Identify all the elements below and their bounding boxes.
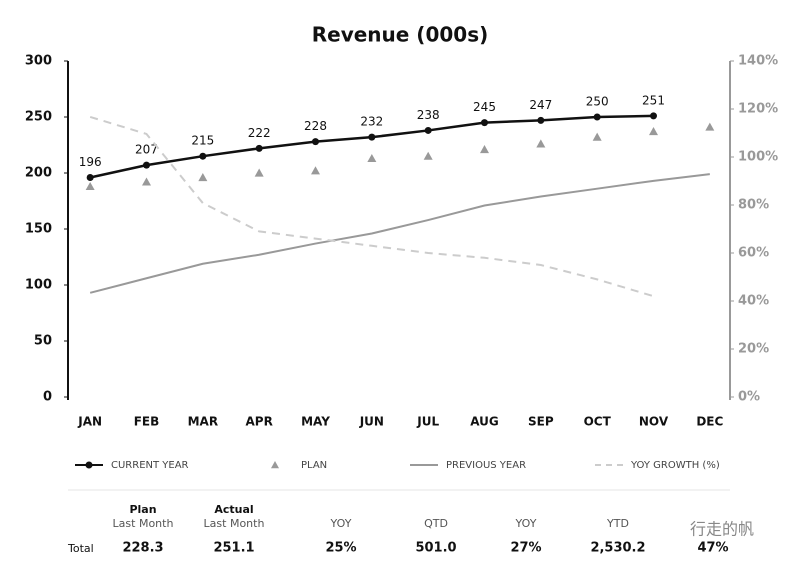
chart-title: Revenue (000s) [312, 23, 489, 47]
x-tick-label: JUN [359, 415, 384, 429]
series-line [89, 115, 654, 298]
column-value: 501.0 [415, 541, 456, 556]
data-label: 232 [360, 115, 383, 129]
y2-tick-label: 60% [738, 246, 769, 261]
plan-marker [705, 122, 715, 131]
y2-tick-label: 140% [738, 54, 778, 69]
legend-marker [85, 461, 93, 469]
legend-label: CURRENT YEAR [111, 460, 189, 471]
plan-marker [85, 181, 95, 191]
x-tick-label: OCT [584, 415, 612, 429]
data-label: 215 [191, 134, 214, 148]
column-value: 47% [697, 541, 728, 556]
column-value: 25% [325, 541, 356, 556]
column-title: Plan [129, 503, 156, 516]
legend-label: YOY GROWTH (%) [630, 460, 720, 471]
plan-marker [311, 166, 320, 175]
column-subtitle: QTD [424, 517, 448, 530]
y2-tick-label: 120% [738, 102, 778, 117]
y2-tick-label: 0% [738, 390, 760, 405]
y2-tick-label: 80% [738, 198, 769, 213]
y-tick-label: 50 [34, 334, 52, 349]
y-tick-label: 150 [25, 222, 52, 237]
point [368, 133, 376, 141]
column-value: 2,530.2 [590, 541, 645, 556]
point [593, 113, 601, 121]
x-tick-label: SEP [528, 415, 554, 429]
point [312, 138, 319, 146]
column-subtitle: Last Month [204, 517, 265, 530]
legend-marker [271, 461, 279, 469]
y-tick-label: 250 [25, 110, 52, 125]
plan-marker [592, 132, 602, 141]
x-tick-label: FEB [134, 415, 160, 429]
plan-marker [649, 127, 658, 136]
y-tick-label: 100 [25, 278, 52, 293]
x-tick-label: AUG [470, 415, 499, 429]
x-tick-label: JUL [416, 415, 439, 429]
point [424, 126, 432, 134]
y-tick-label: 200 [25, 166, 52, 181]
data-label: 251 [642, 93, 665, 107]
point [255, 144, 263, 152]
column-subtitle: YOY [515, 517, 537, 530]
series-line [89, 173, 710, 294]
watermark: 行走的帆 [690, 520, 754, 539]
column-value: 251.1 [213, 541, 254, 556]
column-value: 228.3 [122, 541, 163, 556]
legend-label: PREVIOUS YEAR [446, 460, 526, 471]
x-tick-label: DEC [696, 415, 723, 429]
point [143, 161, 150, 169]
y2-tick-label: 20% [738, 342, 769, 357]
data-label: 247 [529, 98, 552, 112]
y-tick-label: 300 [25, 54, 52, 69]
legend-label: PLAN [301, 460, 327, 471]
x-tick-label: MAY [301, 415, 330, 429]
column-title: Actual [214, 503, 253, 516]
plan-marker [536, 139, 546, 148]
point [199, 152, 207, 160]
plan-marker [480, 144, 489, 154]
y2-tick-label: 40% [738, 294, 769, 309]
data-label: 228 [304, 119, 327, 133]
plan-marker [142, 177, 151, 186]
point [650, 112, 657, 120]
y-tick-label: 0 [43, 390, 52, 405]
column-subtitle: YTD [606, 517, 629, 530]
row-label: Total [67, 542, 94, 555]
x-tick-label: NOV [639, 415, 669, 429]
plan-marker [423, 151, 433, 160]
x-tick-label: JAN [77, 415, 102, 429]
data-label: 250 [586, 95, 609, 109]
data-label: 238 [417, 108, 440, 122]
data-label: 222 [248, 126, 271, 140]
column-subtitle: Last Month [113, 517, 174, 530]
point [481, 119, 488, 127]
point [537, 116, 545, 124]
plan-marker [367, 153, 377, 163]
x-tick-label: MAR [188, 415, 218, 429]
data-label: 245 [473, 100, 496, 114]
point [86, 173, 94, 181]
data-label: 196 [79, 155, 102, 169]
y2-tick-label: 100% [738, 150, 778, 165]
plan-marker [254, 168, 264, 177]
data-label: 207 [135, 143, 158, 157]
x-tick-label: APR [246, 415, 273, 429]
column-subtitle: YOY [330, 517, 352, 530]
plan-marker [198, 172, 208, 182]
column-value: 27% [510, 541, 541, 556]
